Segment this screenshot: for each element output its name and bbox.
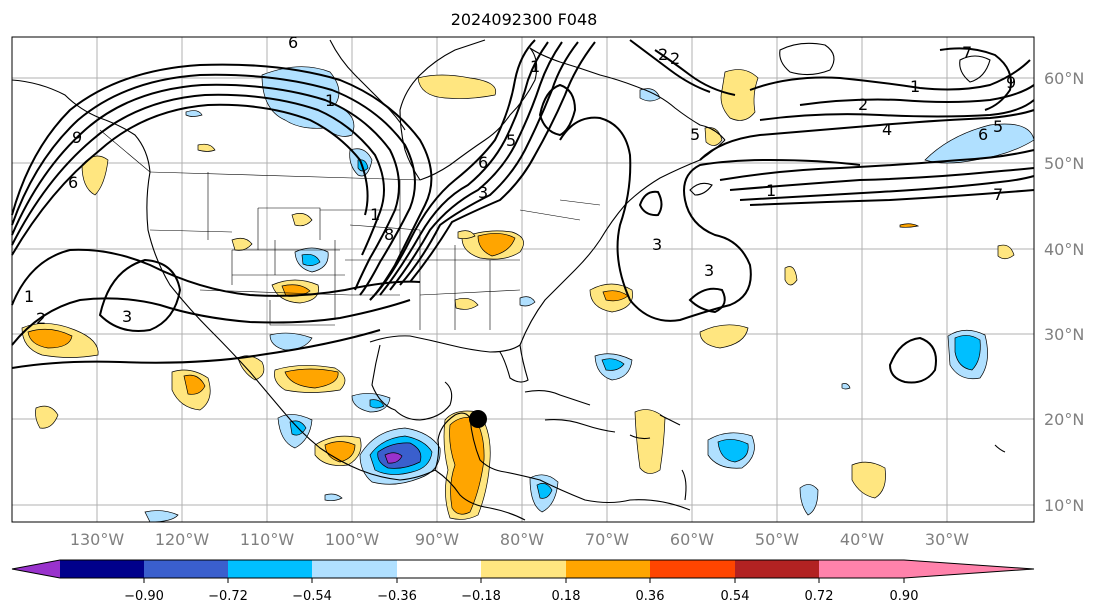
state-borders <box>99 129 601 330</box>
contour-label: 8 <box>384 225 394 244</box>
lat-label: 40°N <box>1044 240 1084 259</box>
colorbar-tick-label: −0.72 <box>208 589 248 604</box>
colorbar-segment <box>650 560 735 578</box>
colorbar-segment <box>228 560 312 578</box>
lat-label: 10°N <box>1044 496 1084 515</box>
colorbar-ticks <box>143 578 905 583</box>
colorbar-segment <box>397 560 481 578</box>
contour-label: 3 <box>478 183 488 202</box>
colorbar-segment <box>481 560 566 578</box>
contour-label: 9 <box>72 128 82 147</box>
contour-label: 1 <box>24 287 34 306</box>
colorbar-segment <box>144 560 228 578</box>
contour-label: 7 <box>962 43 972 62</box>
colorbar-tick-label: 0.36 <box>636 589 665 604</box>
colorbar-outline <box>11 559 1035 579</box>
colorbar-tick-label: 0.18 <box>552 589 581 604</box>
colorbar-tick-label: 0.90 <box>890 589 919 604</box>
longitude-labels: 130°W 120°W 110°W 100°W 90°W 80°W 70°W 6… <box>70 530 969 549</box>
colorbar-segment <box>312 560 397 578</box>
latitude-labels: 60°N 50°N 40°N 30°N 20°N 10°N <box>1044 69 1084 515</box>
map-title: 2024092300 F048 <box>451 10 598 29</box>
colorbar-tick-label: 0.72 <box>805 589 834 604</box>
contour-label: 1 <box>370 205 380 224</box>
contour-label: 2 <box>670 49 680 68</box>
colorbar-segment <box>819 560 904 578</box>
contour-label: 5 <box>690 125 700 144</box>
lon-label: 50°W <box>755 530 799 549</box>
colorbar-tick-label: −0.54 <box>292 589 332 604</box>
contour-label: 2 <box>36 309 46 328</box>
shaded-field <box>21 66 1035 523</box>
colorbar-segment <box>735 560 819 578</box>
lat-label: 20°N <box>1044 410 1084 429</box>
contour-label: 2 <box>858 95 868 114</box>
colorbar-tick-label: −0.18 <box>461 589 501 604</box>
contour-labels: 6 1 6 9 8 1 6 5 2 1 3 2 1 2 3 3 3 7 2 4 … <box>24 33 1016 328</box>
contour-lines <box>11 39 1035 384</box>
map-frame <box>11 36 1035 523</box>
lon-label: 110°W <box>240 530 295 549</box>
lon-label: 80°W <box>500 530 544 549</box>
contour-label: 1 <box>530 57 540 76</box>
contour-label: 4 <box>882 120 892 139</box>
map-panel: 6 1 6 9 8 1 6 5 2 1 3 2 1 2 3 3 3 7 2 4 … <box>11 33 1035 523</box>
lon-label: 60°W <box>670 530 714 549</box>
contour-label: 6 <box>68 173 78 192</box>
contour-label: 3 <box>704 261 714 280</box>
contour-label: 6 <box>478 153 488 172</box>
lon-label: 30°W <box>925 530 969 549</box>
contour-label: 9 <box>1006 73 1016 92</box>
contour-label: 3 <box>652 235 662 254</box>
lon-label: 120°W <box>155 530 210 549</box>
storm-center-dot <box>469 410 487 428</box>
contour-label: 7 <box>993 185 1003 204</box>
lon-label: 130°W <box>70 530 125 549</box>
colorbar: −0.90 −0.72 −0.54 −0.36 −0.18 0.18 0.36 … <box>11 559 1035 604</box>
lat-label: 30°N <box>1044 325 1084 344</box>
contour-label: 5 <box>506 131 516 150</box>
contour-label: 2 <box>658 45 668 64</box>
lat-label: 60°N <box>1044 69 1084 88</box>
colorbar-tick-label: −0.36 <box>377 589 417 604</box>
colorbar-segment <box>60 560 144 578</box>
contour-label: 1 <box>325 91 335 110</box>
contour-label: 6 <box>288 33 298 52</box>
contour-label: 3 <box>122 307 132 326</box>
lon-label: 100°W <box>325 530 380 549</box>
colorbar-segment <box>12 560 60 578</box>
contour-label: 1 <box>910 77 920 96</box>
colorbar-tick-label: 0.54 <box>721 589 750 604</box>
contour-label: 5 <box>993 117 1003 136</box>
graticule <box>12 37 1034 522</box>
lon-label: 70°W <box>585 530 629 549</box>
contour-label: 6 <box>978 125 988 144</box>
contour-label: 1 <box>766 181 776 200</box>
colorbar-tick-label: −0.90 <box>124 589 164 604</box>
coastlines <box>11 39 1006 521</box>
lat-label: 50°N <box>1044 154 1084 173</box>
colorbar-segment <box>904 560 1034 578</box>
lon-label: 40°W <box>840 530 884 549</box>
lon-label: 90°W <box>415 530 459 549</box>
colorbar-segment <box>566 560 650 578</box>
